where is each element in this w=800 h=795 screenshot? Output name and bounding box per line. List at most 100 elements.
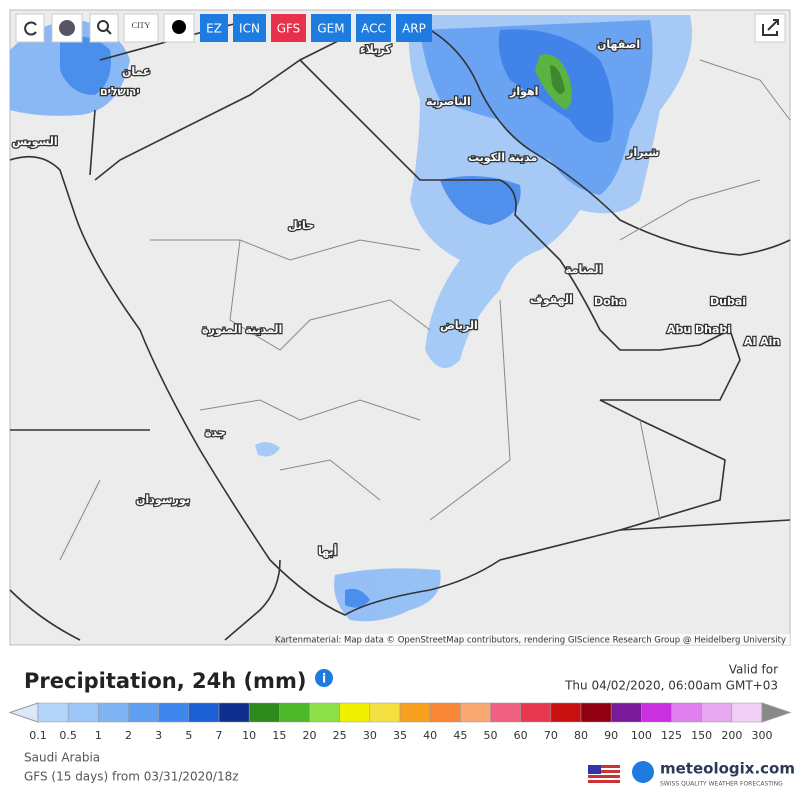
valid-time: Thu 04/02/2020, 06:00am GMT+03	[564, 679, 778, 693]
scale-segment	[490, 702, 521, 723]
model-button-label: GEM	[317, 22, 344, 36]
precipitation	[10, 15, 692, 622]
scale-segment	[188, 702, 220, 723]
refresh-button[interactable]	[15, 13, 45, 43]
city-label: عمان	[122, 65, 150, 78]
city-label: جدة	[205, 426, 226, 439]
model-button[interactable]	[200, 14, 228, 42]
city-label: كربلاء	[360, 43, 392, 56]
scale-segment	[641, 702, 672, 723]
city-button[interactable]	[123, 13, 159, 43]
model-button[interactable]	[396, 14, 432, 42]
city-label: Al Ain	[744, 335, 780, 348]
scale-tick-label: 2	[125, 729, 132, 742]
scale-tick-label: 3	[155, 729, 162, 742]
city-label: شيراز	[626, 146, 659, 159]
scale-segment	[460, 702, 491, 723]
color-scale: 0.1 0.5 1 2 3 5 7 10 15 20 25 30 35 40 45 50 60 70 80 90 100…	[8, 702, 792, 742]
region: Saudi Arabia	[24, 751, 100, 765]
scale-tick-label: 0.1	[29, 729, 47, 742]
model-button-label: ACC	[361, 22, 386, 36]
scale-segment	[339, 702, 371, 723]
title: Precipitation, 24h (mm)	[24, 669, 306, 693]
city-label: ירושלים	[100, 85, 140, 98]
city-label: أبها	[318, 544, 337, 558]
city-label: الرياض	[440, 319, 478, 332]
scale-tick-label: 60	[514, 729, 528, 742]
scale-tick-label: 20	[303, 729, 317, 742]
scale-tick-label: 7	[216, 729, 223, 742]
toolbar: CITY EZ ICN GFS GEM ACC ARP	[15, 13, 786, 43]
scale-segment	[731, 702, 763, 723]
map: عمان ירושלים السويس كربلاء الناصرية اهوا…	[9, 9, 791, 646]
scale-tick-label: 150	[691, 729, 712, 742]
scale-tick-label: 50	[484, 729, 498, 742]
scale-tick-label: 45	[453, 729, 467, 742]
scale-arrow-right	[761, 702, 792, 723]
scale-segment	[701, 702, 733, 723]
city-button-label: CITY	[132, 21, 151, 30]
scale-segment	[98, 702, 129, 723]
map-frame	[9, 9, 791, 646]
scale-tick-label: 80	[574, 729, 588, 742]
svg-text:i: i	[322, 672, 326, 686]
city-label: بورسودان	[136, 493, 190, 506]
scale-tick-label: 25	[333, 729, 347, 742]
scale-tick-label: 0.5	[59, 729, 77, 742]
brand: meteologix.com	[660, 760, 795, 778]
model-button[interactable]	[311, 14, 351, 42]
scale-segment	[429, 702, 461, 723]
scale-segment	[399, 702, 431, 723]
logo-icon	[632, 761, 654, 783]
scale-segment	[580, 702, 612, 723]
scale-segment	[67, 702, 99, 723]
city-label: الهفوف	[530, 293, 573, 306]
scale-segment	[218, 702, 250, 723]
model-button-label: EZ	[206, 22, 222, 36]
model-button[interactable]	[233, 14, 266, 42]
scale-segment	[37, 702, 69, 723]
scale-tick-label: 1	[95, 729, 102, 742]
scale-segment	[550, 702, 582, 723]
model-button-label: ICN	[239, 22, 260, 36]
model-button[interactable]	[356, 14, 391, 42]
city-label: الناصرية	[426, 95, 471, 108]
scale-segment	[520, 702, 552, 723]
model-button-label: ARP	[402, 22, 426, 36]
model-button[interactable]	[271, 14, 306, 42]
scale-tick-label: 300	[752, 729, 773, 742]
scale-tick-label: 15	[272, 729, 286, 742]
scale-tick-label: 40	[423, 729, 437, 742]
city-label: اهواز	[509, 85, 538, 98]
attribution: Kartenmaterial: Map data © OpenStreetMap…	[275, 636, 786, 646]
city-label: مدينة الكويت	[468, 151, 537, 164]
city-label: Doha	[594, 295, 626, 308]
scale-tick-label: 100	[631, 729, 652, 742]
scale-tick-label: 10	[242, 729, 256, 742]
city-label: حائل	[288, 219, 314, 232]
zoom-button[interactable]	[89, 13, 119, 43]
scale-segment	[671, 702, 702, 723]
valid-label: Valid for	[729, 663, 778, 677]
share-button[interactable]	[754, 13, 786, 43]
scale-segment	[309, 702, 340, 723]
city-label: Abu Dhabi	[667, 323, 731, 336]
scale-segment	[128, 702, 159, 723]
info-button[interactable]	[315, 669, 333, 687]
brand-tagline: SWISS QUALITY WEATHER FORECASTING	[660, 781, 783, 788]
city-label: اصفهان	[597, 38, 640, 51]
flag-us	[588, 765, 620, 783]
scale-tick-label: 30	[363, 729, 377, 742]
scale-segment	[369, 702, 401, 723]
scale-tick-label: 125	[661, 729, 682, 742]
scale-tick-label: 35	[393, 729, 407, 742]
scale-segment	[248, 702, 280, 723]
city-label: Dubai	[710, 295, 746, 308]
scale-segment	[610, 702, 642, 723]
city-label: المدينة المنورة	[202, 323, 282, 336]
scale-arrow-left	[8, 702, 39, 723]
scale-tick-label: 5	[185, 729, 192, 742]
scale-tick-label: 70	[544, 729, 558, 742]
city-label: السويس	[12, 135, 58, 148]
